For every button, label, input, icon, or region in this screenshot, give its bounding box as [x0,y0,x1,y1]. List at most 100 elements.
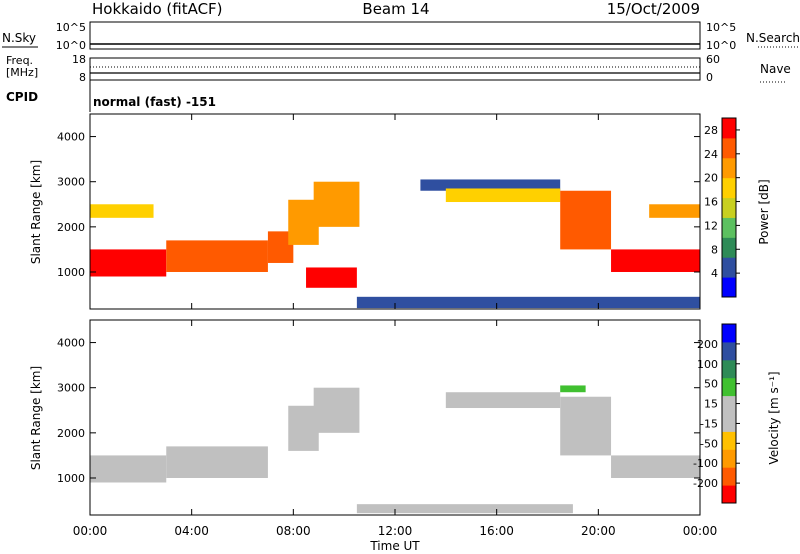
freq-label-line1: Freq. [6,54,33,67]
power-region [90,249,167,277]
velocity-colorbar-tick-label: 100 [697,358,718,371]
freq-panel-frame [89,57,701,81]
power-heatmap [90,179,700,309]
nsky-tick-bottom: 10^0 [56,39,86,52]
velocity-colorbar-segment [722,341,736,361]
velocity-region [445,392,561,409]
power-colorbar-tick-label: 20 [704,172,718,185]
nave-tick-bottom: 0 [706,71,713,84]
freq-tick-top: 18 [72,53,86,66]
power-region [445,188,561,203]
power-colorbar-tick-label: 4 [711,267,718,280]
power-colorbar-segment [722,118,736,139]
power-region [649,204,700,218]
nsky-label: N.Sky [2,31,36,45]
velocity-colorbar-tick-label: 15 [704,398,718,411]
power-ytick-label: 2000 [57,221,85,234]
velocity-ytick-label: 4000 [57,337,85,350]
power-colorbar-tick-label: 8 [711,243,718,256]
velocity-heatmap [90,385,700,514]
power-colorbar-label: Power [dB] [757,179,771,244]
velocity-colorbar-label: Velocity [m s⁻¹] [767,371,781,464]
power-colorbar-segment [722,157,736,179]
velocity-region [166,446,268,478]
power-colorbar-segment [722,197,736,218]
power-region [306,267,357,288]
velocity-colorbar-frame [721,323,737,504]
velocity-colorbar-segment [722,467,736,486]
nsky-panel-frame [89,21,701,50]
velocity-colorbar-segment [722,449,736,468]
velocity-region [90,455,167,483]
cpid-label: CPID [6,90,38,104]
velocity-colorbar-segment [722,413,736,432]
velocity-colorbar-tick-label: -200 [693,477,718,490]
power-region [90,204,154,218]
power-colorbar-segment [722,137,736,159]
power-ytick-label: 3000 [57,176,85,189]
date-title: 15/Oct/2009 [607,0,700,18]
power-colorbar-segment [722,257,736,278]
power-colorbar-frame [721,117,737,298]
time-xlabel: Time UT [369,539,420,553]
power-colorbar: 4 8 12 16 20 24 28 [704,117,740,298]
time-tick-label: 08:00 [276,524,311,538]
velocity-colorbar-segment [722,485,736,504]
time-tick-label: 16:00 [479,524,514,538]
cpid-value: normal (fast) -151 [93,95,216,109]
power-region [611,249,700,272]
power-colorbar-tick-label: 24 [704,148,718,161]
velocity-region [611,455,700,478]
freq-label-line2: [MHz] [6,66,38,79]
velocity-region [560,385,586,393]
power-region [420,179,561,191]
power-colorbar-segment [722,177,736,199]
velocity-colorbar-tick-label: -50 [700,437,718,450]
power-colorbar-segment [722,277,736,298]
nsearch-tick-bottom: 10^0 [706,39,736,52]
velocity-region [560,396,612,456]
velocity-ylabel: Slant Range [km] [29,366,43,470]
time-tick-label: 00:00 [683,524,718,538]
velocity-colorbar-tick-label: 200 [697,338,718,351]
velocity-colorbar: 200 100 50 15 -15 -50 -100 -200 [693,323,740,504]
velocity-colorbar-tick-label: -100 [693,457,718,470]
time-tick-label: 00:00 [73,524,108,538]
velocity-ytick-label: 3000 [57,382,85,395]
velocity-colorbar-segment [722,395,736,414]
power-colorbar-tick-label: 16 [704,196,718,209]
power-ytick-label: 1000 [57,266,85,279]
power-colorbar-tick-label: 12 [704,219,718,232]
nsearch-tick-top: 10^5 [706,21,736,34]
velocity-colorbar-tick-label: -15 [700,417,718,430]
velocity-colorbar-segment [722,324,736,343]
nave-tick-top: 60 [706,53,720,66]
velocity-region [313,387,360,433]
nsky-tick-top: 10^5 [56,21,86,34]
velocity-region [356,504,573,514]
power-region [560,190,612,250]
velocity-ytick-label: 1000 [57,472,85,485]
velocity-ytick-label: 2000 [57,427,85,440]
power-ylabel: Slant Range [km] [29,160,43,264]
station-title: Hokkaido (fitACF) [92,0,223,18]
nsearch-label: N.Search [746,31,800,45]
freq-tick-bottom: 8 [79,71,86,84]
power-region [166,240,268,272]
time-axis: 00:00 04:00 08:00 12:00 16:00 20:00 00:00 [73,524,718,538]
time-tick-label: 12:00 [378,524,413,538]
power-axis: 1000 2000 3000 4000 [57,114,701,309]
time-tick-label: 20:00 [581,524,616,538]
velocity-axis: 1000 2000 3000 4000 [57,320,701,515]
velocity-colorbar-segment [722,359,736,379]
power-region [313,181,360,227]
nave-label: Nave [760,62,791,76]
power-ytick-label: 4000 [57,131,85,144]
power-colorbar-segment [722,217,736,238]
velocity-colorbar-segment [722,377,736,397]
velocity-colorbar-tick-label: 50 [704,378,718,391]
power-region [356,296,700,309]
time-tick-label: 04:00 [174,524,209,538]
velocity-colorbar-segment [722,431,736,450]
